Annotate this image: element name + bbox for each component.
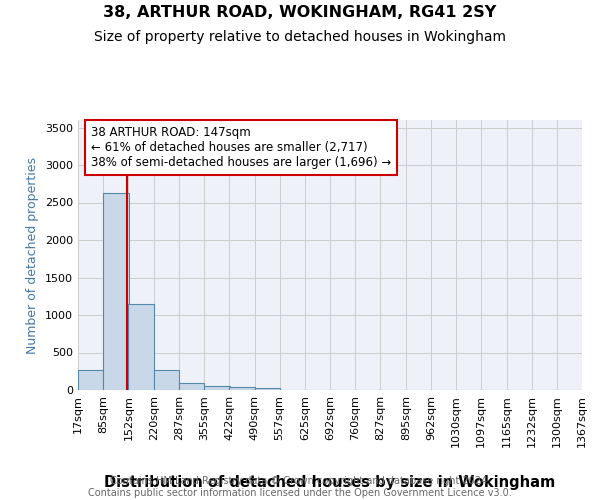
Text: 38, ARTHUR ROAD, WOKINGHAM, RG41 2SY: 38, ARTHUR ROAD, WOKINGHAM, RG41 2SY <box>103 5 497 20</box>
Bar <box>179 382 204 390</box>
Bar <box>154 370 179 390</box>
Bar <box>128 304 154 390</box>
Text: Distribution of detached houses by size in Wokingham: Distribution of detached houses by size … <box>104 475 556 490</box>
Text: Size of property relative to detached houses in Wokingham: Size of property relative to detached ho… <box>94 30 506 44</box>
Text: Contains HM Land Registry data © Crown copyright and database right 2024.
Contai: Contains HM Land Registry data © Crown c… <box>88 476 512 498</box>
Bar <box>229 387 254 390</box>
Bar <box>254 388 280 390</box>
Text: 38 ARTHUR ROAD: 147sqm
← 61% of detached houses are smaller (2,717)
38% of semi-: 38 ARTHUR ROAD: 147sqm ← 61% of detached… <box>91 126 391 169</box>
Bar <box>78 370 103 390</box>
Bar <box>204 386 230 390</box>
Y-axis label: Number of detached properties: Number of detached properties <box>26 156 40 354</box>
Bar <box>103 192 129 390</box>
